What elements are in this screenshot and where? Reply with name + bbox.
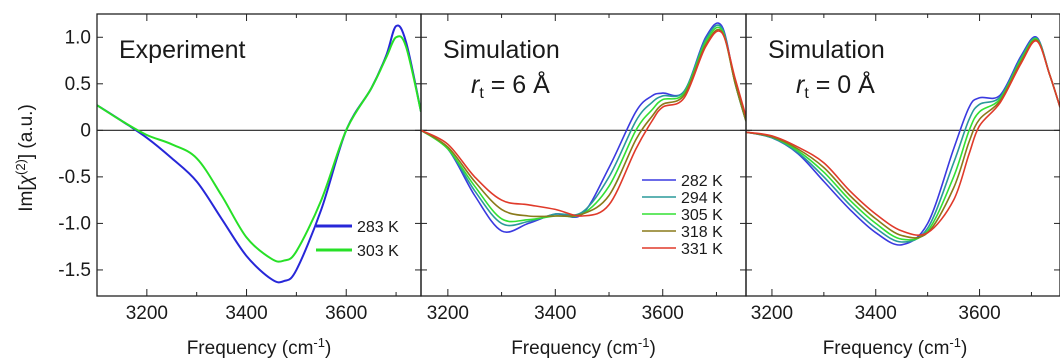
x-tick-label: 3600 bbox=[958, 303, 1000, 324]
legend-label: 303 K bbox=[357, 243, 399, 260]
series-line-4 bbox=[421, 28, 746, 218]
chart-panel-3: 3200 3400 3600 Simulation rt = 0 Å Frequency … bbox=[745, 13, 1060, 359]
panel-subtitle: rt = 6 Å bbox=[471, 69, 550, 102]
series-line-3 bbox=[421, 26, 746, 223]
y-axis-label: Im[χ(2)] (a.u.) bbox=[13, 104, 37, 212]
series-line-1 bbox=[746, 36, 1060, 246]
y-axis-label-text: Im[χ(2)] (a.u.) bbox=[13, 104, 37, 212]
series-line-4 bbox=[746, 39, 1060, 239]
series-group bbox=[746, 36, 1060, 246]
y-tick-label: 0.5 bbox=[65, 74, 91, 95]
legend-label: 318 K bbox=[681, 224, 723, 241]
x-tick-label: 3200 bbox=[751, 303, 793, 324]
series-line-1 bbox=[97, 24, 421, 284]
series-group bbox=[97, 24, 421, 284]
series-line-1 bbox=[421, 22, 746, 233]
subtitle-r: r bbox=[796, 71, 806, 99]
x-tick-label: 3600 bbox=[642, 303, 684, 324]
x-axis-label-sup: -1 bbox=[949, 335, 961, 350]
series-line-5 bbox=[421, 30, 746, 217]
y-tick-label: -1.0 bbox=[58, 213, 91, 234]
panel-title: Experiment bbox=[119, 36, 245, 64]
series-line-5 bbox=[746, 40, 1060, 236]
panel-subtitle: rt = 0 Å bbox=[796, 69, 875, 102]
x-tick-label: 3400 bbox=[855, 303, 897, 324]
series-line-2 bbox=[97, 35, 421, 263]
x-tick-label: 3200 bbox=[126, 303, 168, 324]
y-tick-label: 1.0 bbox=[65, 27, 91, 48]
panel-title: Simulation bbox=[443, 36, 560, 64]
panels: 1.0 0.5 0 -0.5 -1.0 -1.5 3200 3400 3600 Experimen… bbox=[58, 13, 1060, 359]
x-axis-label-main: Frequency (cm bbox=[823, 338, 950, 359]
x-axis-label-main: Frequency (cm bbox=[511, 338, 638, 359]
x-axis-label-main: Frequency (cm bbox=[187, 338, 314, 359]
x-axis-label: Frequency (cm-1) bbox=[823, 335, 968, 359]
x-axis-label-sup: -1 bbox=[638, 335, 650, 350]
subtitle-sub: t bbox=[804, 85, 809, 102]
series-line-2 bbox=[746, 37, 1060, 243]
y-axis-label-chi: χ bbox=[16, 174, 37, 187]
subtitle-sub: t bbox=[479, 85, 484, 102]
series-line-3 bbox=[746, 38, 1060, 241]
y-axis-label-sup: (2) bbox=[13, 159, 28, 175]
panel-frame bbox=[745, 13, 1060, 297]
legend-label: 282 K bbox=[681, 173, 723, 190]
chart-panel-1: 1.0 0.5 0 -0.5 -1.0 -1.5 3200 3400 3600 Experimen… bbox=[58, 13, 422, 359]
y-tick-label: -1.5 bbox=[58, 260, 91, 281]
x-axis-label-suffix: ) bbox=[961, 338, 967, 359]
x-tick-label: 3200 bbox=[427, 303, 469, 324]
x-axis-label-sup: -1 bbox=[313, 335, 325, 350]
x-tick-label: 3400 bbox=[225, 303, 267, 324]
subtitle-value: = 6 Å bbox=[484, 69, 550, 99]
series-group bbox=[421, 22, 746, 233]
x-axis-label: Frequency (cm-1) bbox=[187, 335, 332, 359]
x-tick-label: 3600 bbox=[325, 303, 367, 324]
series-line-2 bbox=[421, 24, 746, 227]
legend-label: 283 K bbox=[357, 219, 399, 236]
x-axis-label-suffix: ) bbox=[325, 338, 331, 359]
y-axis-label-suffix: ] (a.u.) bbox=[16, 104, 37, 159]
y-axis-label-prefix: Im[ bbox=[16, 185, 37, 212]
legend-label: 305 K bbox=[681, 207, 723, 224]
subtitle-r: r bbox=[471, 71, 481, 99]
panel-title: Simulation bbox=[768, 36, 885, 64]
y-tick-label: -0.5 bbox=[58, 167, 91, 188]
subtitle-value: = 0 Å bbox=[809, 69, 875, 99]
x-tick-label: 3400 bbox=[534, 303, 576, 324]
x-axis-label-suffix: ) bbox=[649, 338, 655, 359]
legend-label: 294 K bbox=[681, 190, 723, 207]
legend-label: 331 K bbox=[681, 241, 723, 258]
y-tick-label: 0 bbox=[80, 120, 91, 141]
x-axis-label: Frequency (cm-1) bbox=[511, 335, 656, 359]
